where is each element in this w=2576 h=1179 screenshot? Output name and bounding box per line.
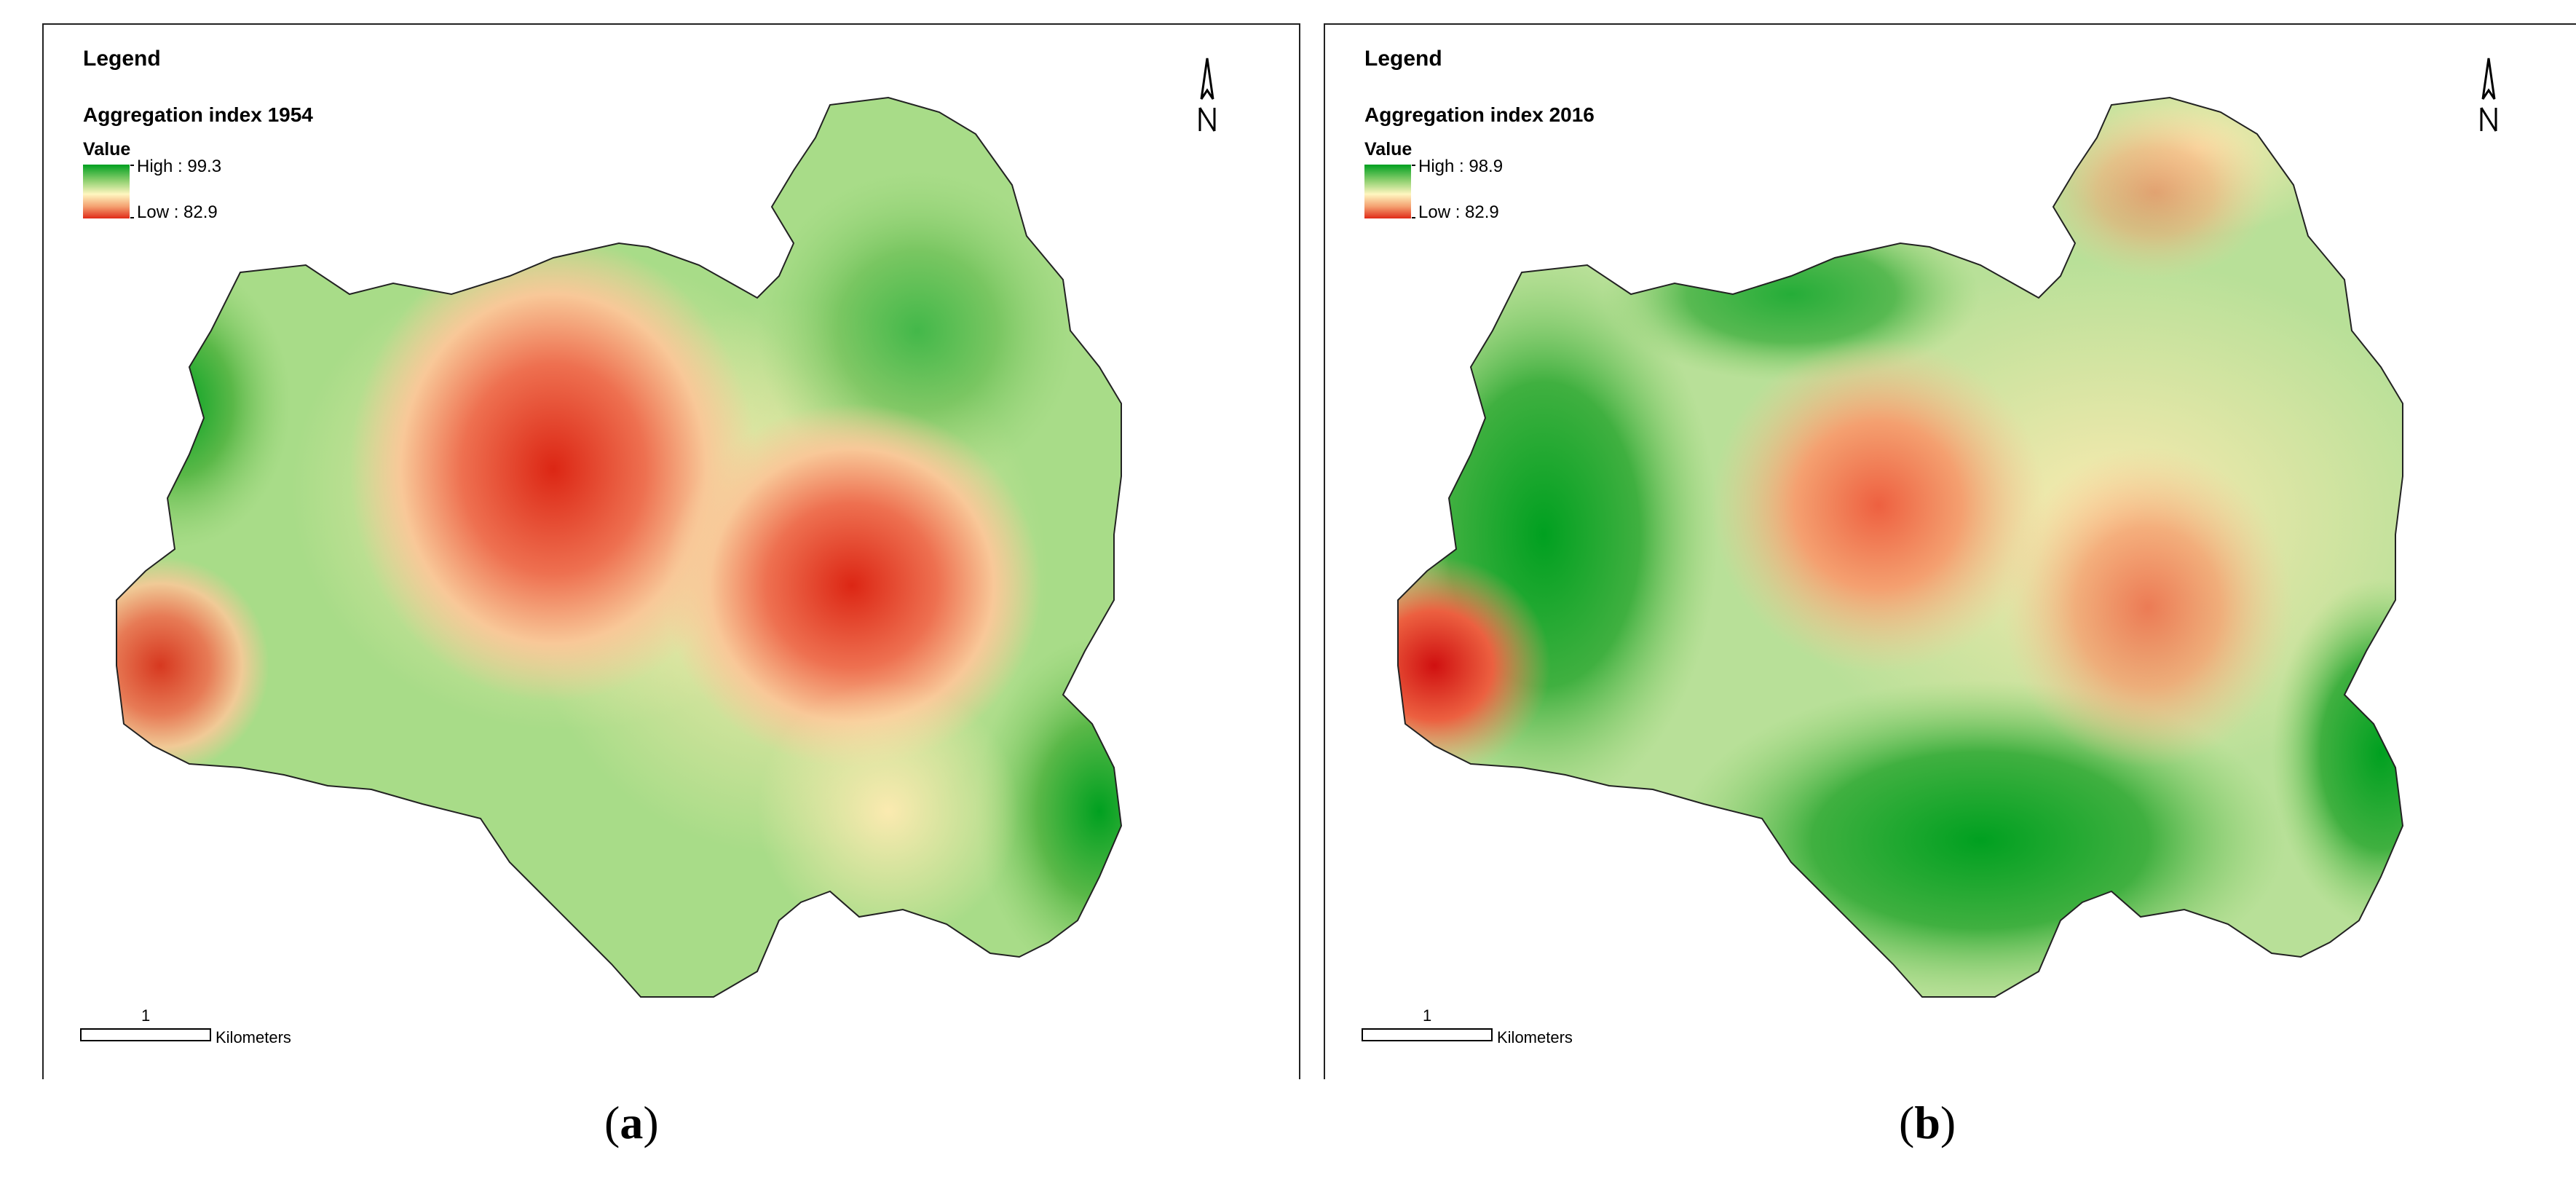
scale-bar — [80, 1028, 211, 1041]
scale-unit: Kilometers — [1497, 1028, 1573, 1046]
aggregation-map-2016 — [1397, 96, 2404, 998]
color-ramp — [83, 165, 130, 218]
low-value-label: Low : 82.9 — [1418, 202, 1499, 222]
ramp-tick-low — [1412, 217, 1415, 218]
scale-unit: Kilometers — [216, 1028, 291, 1046]
map-panel-a: Legend Aggregation index 1954 Value High… — [42, 23, 1300, 1079]
value-label: Value — [1364, 139, 1413, 159]
index-title: Aggregation index 1954 — [83, 103, 313, 126]
aggregation-map-1954 — [116, 96, 1123, 998]
caption-a: (a) — [604, 1097, 659, 1148]
legend-title: Legend — [83, 47, 161, 71]
ramp-tick-low — [130, 217, 134, 218]
caption-letter: a — [620, 1097, 644, 1148]
index-title: Aggregation index 2016 — [1364, 103, 1595, 126]
scale-value: 1 — [141, 1006, 151, 1025]
caption-b: (b) — [1899, 1097, 1956, 1148]
north-arrow-icon — [1198, 58, 1216, 132]
value-label: Value — [83, 139, 131, 159]
low-value-label: Low : 82.9 — [137, 202, 218, 222]
scale-bar — [1362, 1028, 1493, 1041]
color-ramp — [1364, 165, 1411, 218]
north-arrow-icon — [2480, 58, 2497, 132]
high-value-label: High : 99.3 — [137, 157, 222, 176]
ramp-tick-high — [130, 165, 134, 166]
legend-title: Legend — [1364, 47, 1442, 71]
high-value-label: High : 98.9 — [1418, 157, 1504, 176]
scale-value: 1 — [1423, 1006, 1432, 1025]
ramp-tick-high — [1412, 165, 1415, 166]
caption-letter: b — [1914, 1097, 1940, 1148]
map-panel-b: Legend Aggregation index 2016 Value High… — [1324, 23, 2576, 1079]
